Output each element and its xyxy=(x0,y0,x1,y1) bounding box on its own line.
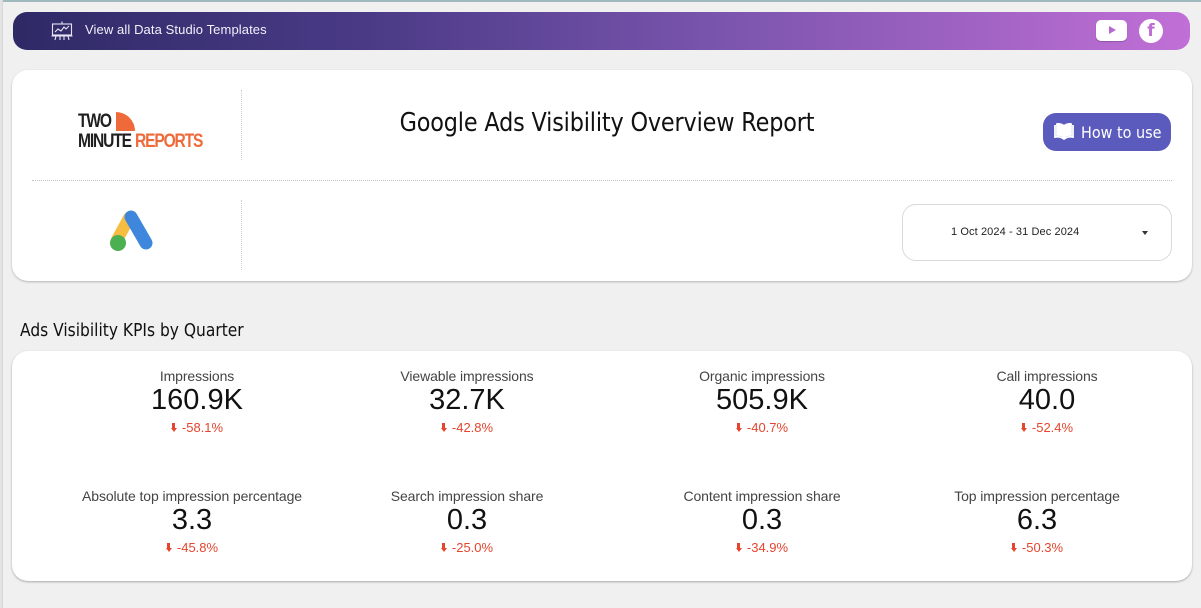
kpi-call-impressions: Call impressions 40.0 -52.4% xyxy=(907,368,1187,437)
kpi-delta: -34.9% xyxy=(735,540,789,555)
how-to-use-label: How to use xyxy=(1081,122,1162,142)
left-edge xyxy=(0,0,3,608)
vertical-divider xyxy=(241,90,242,160)
date-range-value: 1 Oct 2024 - 31 Dec 2024 xyxy=(951,226,1080,238)
logo-line2-accent: REPORTS xyxy=(135,131,203,152)
arrow-down-icon xyxy=(735,423,742,432)
kpi-label: Impressions xyxy=(159,368,235,384)
kpi-top-impression-percentage: Top impression percentage 6.3 -50.3% xyxy=(897,488,1177,557)
chevron-down-icon xyxy=(1142,231,1148,235)
section-title: Ads Visibility KPIs by Quarter xyxy=(20,320,244,341)
kpi-delta: -58.1% xyxy=(170,420,224,435)
kpi-value: 160.9K xyxy=(151,384,243,416)
kpi-organic-impressions: Organic impressions 505.9K -40.7% xyxy=(622,368,902,437)
kpi-search-impression-share: Search impression share 0.3 -25.0% xyxy=(327,488,607,557)
kpi-delta-value: -50.3% xyxy=(1021,540,1064,555)
kpi-value: 0.3 xyxy=(741,504,783,536)
kpi-delta: -42.8% xyxy=(440,420,494,435)
report-header-card: TWO MINUTE REPORTS Google Ads Visibility… xyxy=(12,70,1192,281)
kpi-value: 32.7K xyxy=(429,384,505,416)
kpi-viewable-impressions: Viewable impressions 32.7K -42.8% xyxy=(327,368,607,437)
arrow-down-icon xyxy=(440,423,447,432)
kpi-delta: -25.0% xyxy=(440,540,494,555)
kpi-label: Absolute top impression percentage xyxy=(82,488,302,504)
kpi-card: Impressions 160.9K -58.1% Viewable impre… xyxy=(12,351,1192,581)
kpi-label: Viewable impressions xyxy=(400,368,534,384)
view-templates-link[interactable]: View all Data Studio Templates xyxy=(85,22,267,37)
arrow-down-icon xyxy=(165,543,172,552)
kpi-delta-value: -34.9% xyxy=(746,540,789,555)
kpi-delta: -40.7% xyxy=(735,420,789,435)
kpi-delta: -50.3% xyxy=(1010,540,1064,555)
book-icon xyxy=(1054,123,1074,141)
arrow-down-icon xyxy=(1020,423,1027,432)
kpi-absolute-top-impression-percentage: Absolute top impression percentage 3.3 -… xyxy=(52,488,332,557)
kpi-delta: -45.8% xyxy=(165,540,219,555)
kpi-content-impression-share: Content impression share 0.3 -34.9% xyxy=(622,488,902,557)
kpi-value: 3.3 xyxy=(171,504,213,536)
logo-line1: TWO xyxy=(78,111,112,132)
kpi-label: Content impression share xyxy=(683,488,841,504)
google-ads-logo xyxy=(110,210,153,251)
arrow-down-icon xyxy=(440,543,447,552)
youtube-icon[interactable] xyxy=(1096,20,1127,41)
how-to-use-button[interactable]: How to use xyxy=(1043,113,1171,151)
kpi-value: 40.0 xyxy=(1018,384,1076,416)
vertical-divider xyxy=(241,200,242,270)
kpi-delta-value: -42.8% xyxy=(451,420,494,435)
templates-banner: View all Data Studio Templates f xyxy=(13,12,1190,50)
kpi-value: 505.9K xyxy=(716,384,808,416)
kpi-label: Organic impressions xyxy=(699,368,825,384)
top-edge xyxy=(0,0,1201,2)
arrow-down-icon xyxy=(735,543,742,552)
kpi-delta-value: -52.4% xyxy=(1031,420,1074,435)
date-range-picker[interactable]: 1 Oct 2024 - 31 Dec 2024 xyxy=(902,204,1172,261)
presentation-chart-icon xyxy=(51,21,73,41)
kpi-delta-value: -58.1% xyxy=(181,420,224,435)
horizontal-divider xyxy=(32,180,1172,181)
page-title: Google Ads Visibility Overview Report xyxy=(399,108,815,138)
arrow-down-icon xyxy=(1010,543,1017,552)
kpi-value: 0.3 xyxy=(446,504,488,536)
kpi-impressions: Impressions 160.9K -58.1% xyxy=(57,368,337,437)
kpi-value: 6.3 xyxy=(1016,504,1058,536)
facebook-icon[interactable]: f xyxy=(1139,19,1163,43)
logo-quarter-circle xyxy=(116,112,135,131)
kpi-label: Search impression share xyxy=(390,488,544,504)
kpi-delta-value: -25.0% xyxy=(451,540,494,555)
kpi-label: Call impressions xyxy=(996,368,1098,384)
kpi-delta-value: -45.8% xyxy=(176,540,219,555)
kpi-delta-value: -40.7% xyxy=(746,420,789,435)
two-minute-reports-logo: TWO MINUTE REPORTS xyxy=(78,112,208,156)
kpi-label: Top impression percentage xyxy=(954,488,1120,504)
arrow-down-icon xyxy=(170,423,177,432)
kpi-delta: -52.4% xyxy=(1020,420,1074,435)
logo-line2-dark: MINUTE xyxy=(78,131,132,152)
